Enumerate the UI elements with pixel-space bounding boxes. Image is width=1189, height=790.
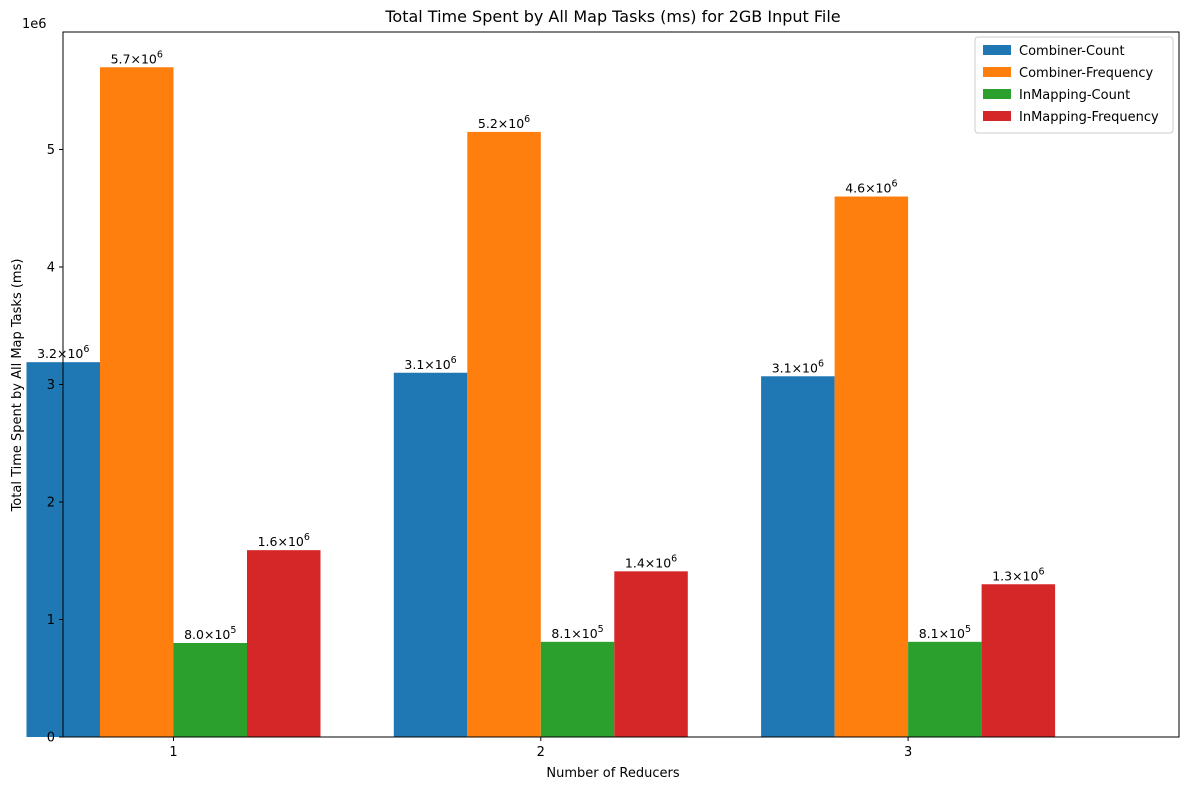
bar-combiner-frequency-1 bbox=[100, 67, 174, 737]
data-label-combiner-count-1: 3.2×106 bbox=[37, 344, 89, 361]
y-offset-text: 1e6 bbox=[22, 17, 47, 32]
data-labels-layer: 3.2×106 3.1×106 3.1×106 5.7×106 5.2×106 4.6×1… bbox=[37, 49, 1044, 642]
chart-title: Total Time Spent by All Map Tasks (ms) f… bbox=[384, 7, 840, 26]
legend-swatch-inmapping-frequency bbox=[983, 111, 1011, 121]
x-tick-label: 2 bbox=[537, 745, 545, 760]
legend-swatch-combiner-frequency bbox=[983, 67, 1011, 77]
data-label-inmapping-count-3: 8.1×105 bbox=[919, 624, 971, 641]
data-label-combiner-count-2: 3.1×106 bbox=[404, 355, 456, 372]
legend-label-combiner-frequency: Combiner-Frequency bbox=[1019, 66, 1153, 81]
x-axis-label: Number of Reducers bbox=[546, 766, 679, 781]
data-label-inmapping-frequency-1: 1.6×106 bbox=[258, 532, 310, 549]
x-tick-label: 1 bbox=[169, 745, 177, 760]
data-label-combiner-frequency-1: 5.7×106 bbox=[111, 49, 163, 66]
bar-inmapping-frequency-1 bbox=[247, 550, 321, 737]
bar-combiner-count-2 bbox=[393, 372, 468, 737]
legend-label-inmapping-frequency: InMapping-Frequency bbox=[1019, 110, 1159, 125]
bar-inmapping-count-2 bbox=[540, 641, 615, 737]
data-label-combiner-frequency-3: 4.6×106 bbox=[845, 179, 897, 196]
y-tick-label: 5 bbox=[47, 143, 55, 158]
data-label-inmapping-frequency-3: 1.3×106 bbox=[992, 566, 1044, 583]
bar-inmapping-count-1 bbox=[173, 643, 247, 737]
legend-box bbox=[974, 36, 1174, 134]
data-label-combiner-count-3: 3.1×106 bbox=[772, 358, 824, 375]
y-tick-label: 3 bbox=[47, 378, 55, 393]
data-label-inmapping-count-1: 8.0×105 bbox=[184, 625, 236, 642]
y-axis-label: Total Time Spent by All Map Tasks (ms) bbox=[10, 259, 25, 513]
legend-swatch-combiner-count bbox=[983, 45, 1011, 55]
bar-inmapping-frequency-2 bbox=[614, 571, 688, 737]
x-tick-label: 3 bbox=[904, 745, 912, 760]
y-tick-label: 0 bbox=[47, 731, 55, 746]
bar-inmapping-count-3 bbox=[908, 641, 982, 737]
bar-combiner-frequency-3 bbox=[834, 196, 909, 737]
data-label-inmapping-count-2: 8.1×105 bbox=[551, 624, 603, 641]
bar-inmapping-frequency-3 bbox=[981, 584, 1056, 737]
bar-combiner-frequency-2 bbox=[467, 131, 541, 738]
legend-label-combiner-count: Combiner-Count bbox=[1019, 44, 1125, 59]
data-label-combiner-frequency-2: 5.2×106 bbox=[478, 114, 530, 131]
legend: Combiner-Count Combiner-Frequency InMappin… bbox=[974, 36, 1174, 134]
axes-layer: 0 1 2 3 4 5 1 2 3 bbox=[47, 31, 1180, 760]
y-tick-label: 1 bbox=[47, 613, 55, 628]
y-tick-label: 2 bbox=[47, 496, 55, 511]
y-tick-label: 4 bbox=[47, 261, 55, 276]
data-label-inmapping-frequency-2: 1.4×106 bbox=[625, 553, 677, 570]
bars-layer bbox=[26, 67, 1056, 738]
legend-label-inmapping-count: InMapping-Count bbox=[1019, 88, 1130, 103]
legend-swatch-inmapping-count bbox=[983, 89, 1011, 99]
bar-combiner-count-3 bbox=[761, 376, 835, 737]
